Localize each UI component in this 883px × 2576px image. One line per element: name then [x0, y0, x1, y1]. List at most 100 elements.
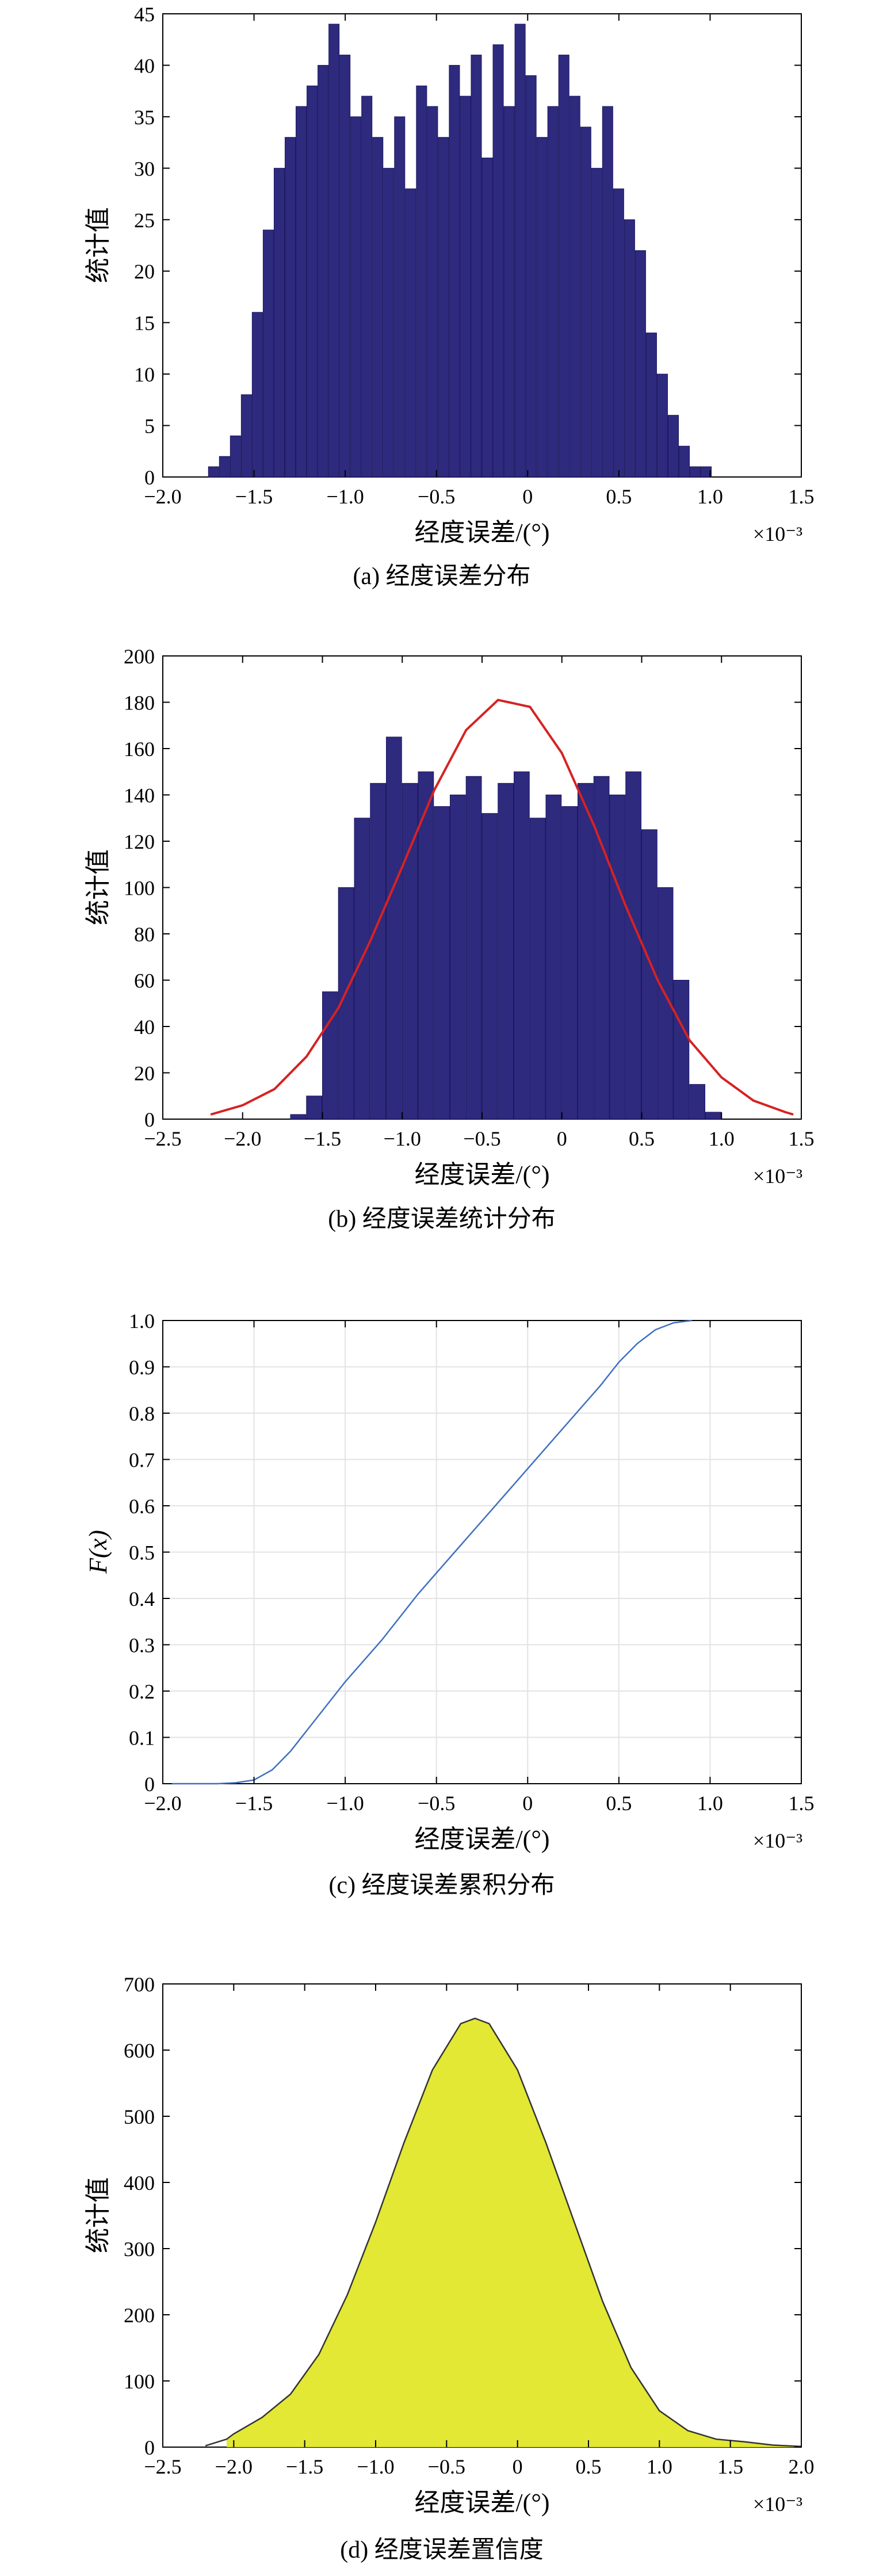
x-tick-label: 0.5: [629, 1127, 655, 1150]
chart-d: −2.5 −2.0 −1.5 −1.0 −0.5 0 0.5 1.0 1.5 2.0 0 100 20…: [0, 1910, 883, 2576]
x-tick-label: −1.0: [326, 1792, 364, 1815]
histogram-bar: [481, 813, 498, 1120]
histogram-bar: [284, 137, 296, 478]
x-tick-label: 0.5: [606, 1792, 632, 1815]
y-tick-label: 45: [134, 3, 155, 26]
chart-c-yticks: 0 0.1 0.2 0.3 0.4 0.5 0.6 0.7 0.8 0.9 1.0: [129, 1310, 801, 1796]
chart-a: −2.0 −1.5 −1.0 −0.5 0 0.5 1.0 1.5 0 5 10 15 20 25 30 3…: [0, 0, 883, 621]
y-tick-label: 500: [124, 2105, 155, 2128]
chart-b-bars: [290, 736, 721, 1120]
x-tick-label: 0: [513, 2455, 523, 2478]
histogram-bar: [667, 415, 679, 478]
histogram-bar: [318, 64, 329, 478]
histogram-bar: [578, 783, 594, 1120]
y-tick-label: 120: [124, 830, 155, 853]
y-tick-label: 400: [124, 2172, 155, 2195]
y-tick-label: 0.2: [129, 1680, 155, 1703]
histogram-bar: [273, 167, 285, 478]
y-tick-label: 100: [124, 2370, 155, 2393]
y-tick-label: 25: [134, 209, 155, 232]
chart-b-xlabel: 经度误差/(°): [414, 1161, 549, 1189]
y-tick-label: 0: [144, 1773, 155, 1796]
histogram-bar: [449, 64, 460, 478]
chart-a-xticks: −2.0 −1.5 −1.0 −0.5 0 0.5 1.0 1.5: [144, 14, 815, 508]
histogram-bar: [306, 1096, 322, 1120]
histogram-bar: [624, 219, 635, 478]
y-tick-label: 0.1: [129, 1727, 155, 1750]
chart-b: −2.5 −2.0 −1.5 −1.0 −0.5 0 0.5 1.0 1.5 0 20 40 60 80…: [0, 621, 883, 1266]
histogram-bar: [372, 137, 384, 478]
x-tick-label: 0: [522, 485, 533, 508]
x-tick-label: −1.0: [357, 2455, 394, 2478]
chart-d-yticks: 0 100 200 300 400 500 600 700: [124, 1973, 801, 2459]
y-tick-label: 0.6: [129, 1495, 155, 1518]
x-tick-label: −0.5: [418, 485, 455, 508]
y-tick-label: 100: [124, 877, 155, 900]
histogram-bar: [591, 167, 602, 478]
histogram-bar: [536, 137, 548, 478]
histogram-bar: [547, 106, 559, 478]
histogram-bar: [481, 157, 493, 478]
histogram-bar: [427, 106, 438, 478]
y-tick-label: 140: [124, 784, 155, 807]
x-tick-label: −2.0: [224, 1127, 261, 1150]
histogram-bar: [569, 96, 580, 478]
chart-b-caption: (b) 经度误差统计分布: [328, 1206, 555, 1232]
y-tick-label: 15: [134, 312, 155, 335]
chart-d-ylabel: 统计值: [84, 2177, 112, 2253]
y-tick-label: 0.8: [129, 1402, 155, 1425]
chart-b-svg: −2.5 −2.0 −1.5 −1.0 −0.5 0 0.5 1.0 1.5 0 20 40 60 80…: [84, 645, 815, 1232]
histogram-bar: [561, 806, 578, 1120]
y-tick-label: 20: [134, 1062, 155, 1085]
x-tick-label: 1.5: [789, 1792, 815, 1815]
chart-d-svg: −2.5 −2.0 −1.5 −1.0 −0.5 0 0.5 1.0 1.5 2.0 0 100 20…: [84, 1973, 815, 2563]
histogram-bar: [609, 795, 626, 1120]
histogram-bar: [383, 167, 395, 478]
x-tick-label: −2.0: [144, 485, 181, 508]
x-tick-label: −0.5: [418, 1792, 455, 1815]
histogram-bar: [230, 435, 241, 478]
histogram-bar: [339, 55, 351, 478]
x-tick-label: −1.5: [235, 1792, 273, 1815]
histogram-bar: [307, 85, 318, 478]
x-tick-label: −1.5: [286, 2455, 323, 2478]
x-tick-label: 2.0: [789, 2455, 815, 2478]
histogram-bar: [529, 818, 546, 1120]
chart-a-yticks: 0 5 10 15 20 25 30 35 40 45: [134, 3, 801, 489]
histogram-bar: [394, 116, 406, 478]
x-tick-label: 1.5: [789, 1127, 815, 1150]
y-tick-label: 40: [134, 54, 155, 77]
chart-b-xticks: −2.5 −2.0 −1.5 −1.0 −0.5 0 0.5 1.0 1.5: [144, 656, 815, 1150]
histogram-bar: [645, 333, 657, 478]
histogram-bar: [690, 466, 701, 478]
chart-d-xlabel: 经度误差/(°): [414, 2489, 549, 2517]
y-tick-label: 0.7: [129, 1449, 155, 1472]
chart-a-ylabel: 统计值: [84, 207, 112, 283]
x-tick-label: 1.5: [789, 485, 815, 508]
histogram-bar: [290, 1114, 307, 1120]
histogram-bar: [701, 466, 712, 478]
x-tick-label: 0: [557, 1127, 567, 1150]
histogram-bar: [545, 795, 562, 1120]
histogram-bar: [465, 776, 482, 1120]
y-tick-label: 0.3: [129, 1634, 155, 1657]
y-tick-label: 700: [124, 1973, 155, 1996]
y-tick-label: 0: [144, 466, 155, 489]
chart-c-x-multiplier: ×10⁻³: [753, 1829, 802, 1852]
y-tick-label: 180: [124, 692, 155, 715]
y-tick-label: 5: [144, 415, 155, 438]
x-tick-label: 1.0: [697, 485, 723, 508]
histogram-bar: [498, 783, 514, 1120]
histogram-bar: [656, 373, 668, 478]
chart-b-normal-fit-curve: [210, 699, 794, 1116]
histogram-bar: [634, 250, 646, 478]
histogram-bar: [450, 795, 466, 1120]
x-tick-label: −0.5: [463, 1127, 500, 1150]
chart-d-confidence-fill: [227, 2018, 801, 2447]
chart-c-caption: (c) 经度误差累积分布: [328, 1872, 555, 1899]
y-tick-label: 35: [134, 106, 155, 129]
y-tick-label: 0: [144, 1108, 155, 1131]
histogram-bar: [418, 771, 434, 1120]
chart-c-xlabel: 经度误差/(°): [414, 1825, 549, 1853]
histogram-bar: [416, 85, 427, 478]
